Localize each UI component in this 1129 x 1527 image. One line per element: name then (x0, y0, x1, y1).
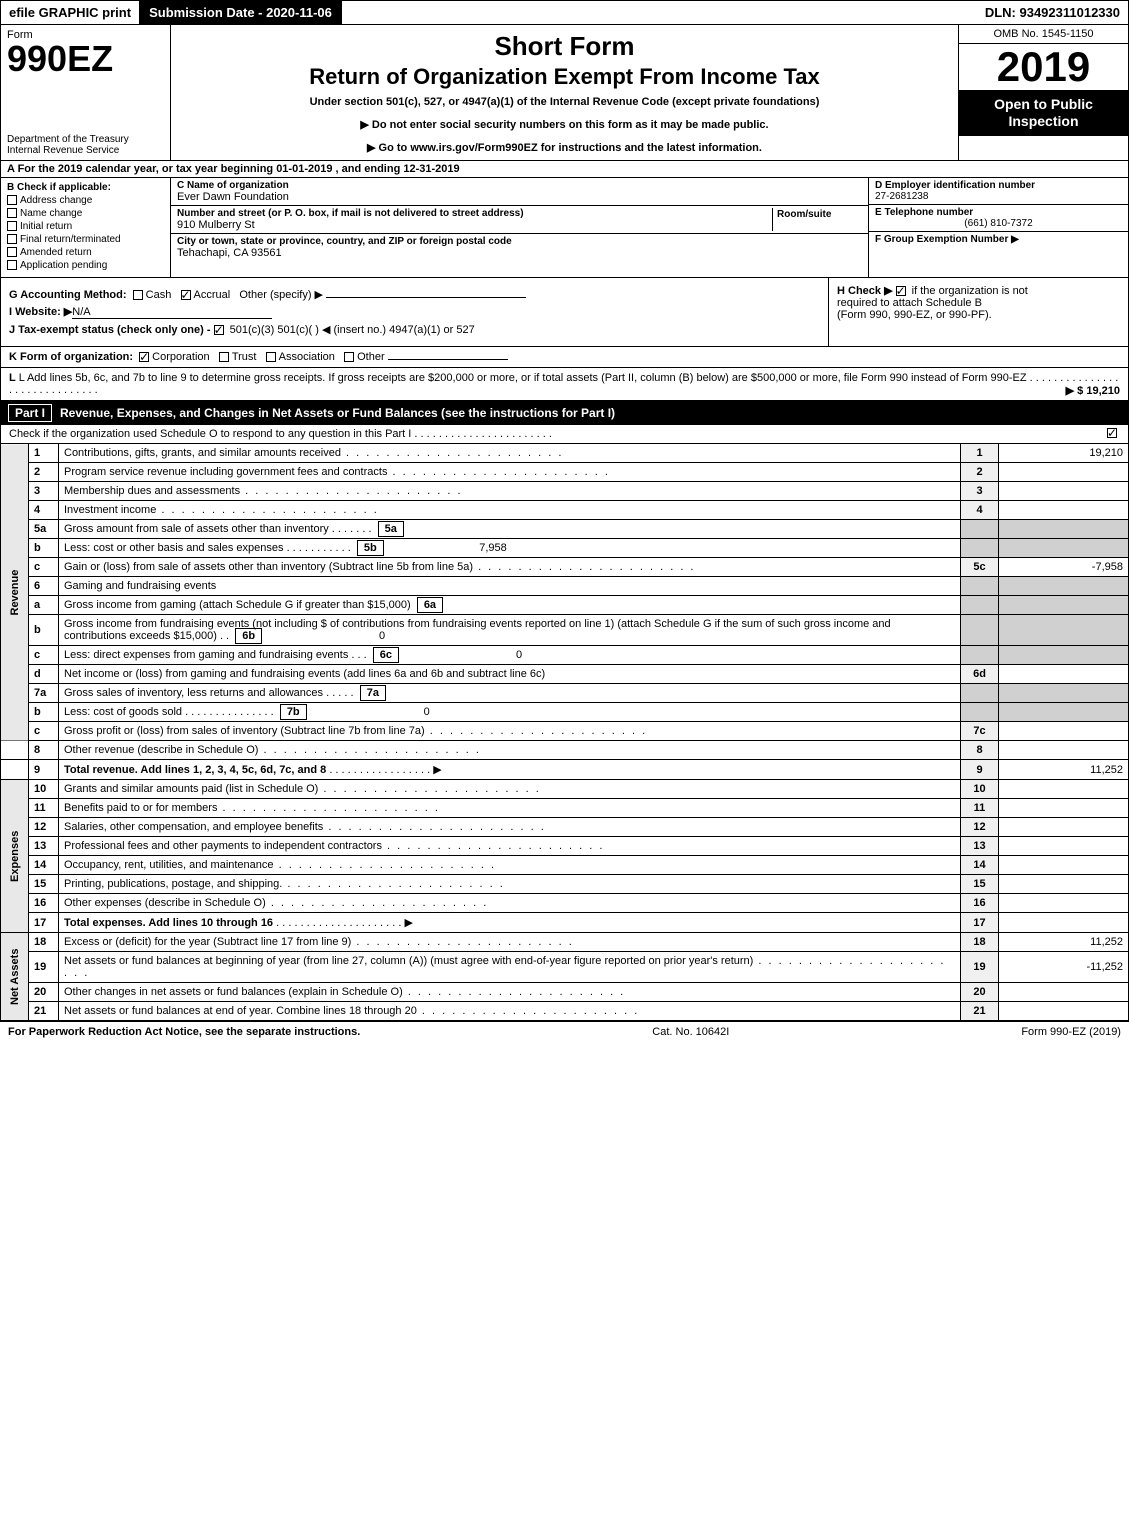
g-accounting: G Accounting Method: Cash Accrual Other … (9, 288, 820, 301)
org-name: Ever Dawn Foundation (177, 191, 862, 203)
org-street: 910 Mulberry St (177, 219, 772, 231)
footer-catno: Cat. No. 10642I (652, 1026, 729, 1038)
c-street-label: Number and street (or P. O. box, if mail… (177, 208, 772, 219)
lines-table: Revenue 1Contributions, gifts, grants, a… (0, 444, 1129, 1021)
tax-year: 2019 (959, 44, 1128, 90)
department: Department of the Treasury Internal Reve… (7, 134, 164, 156)
footer: For Paperwork Reduction Act Notice, see … (0, 1021, 1129, 1042)
line-7b-val: 0 (310, 706, 430, 718)
line-19-val: -11,252 (999, 952, 1129, 983)
row-a-tax-year: A For the 2019 calendar year, or tax yea… (0, 161, 1129, 178)
f-group-label: F Group Exemption Number ▶ (875, 234, 1122, 245)
d-ein-label: D Employer identification number (875, 180, 1122, 191)
side-expenses: Expenses (1, 780, 29, 933)
org-city: Tehachapi, CA 93561 (177, 247, 862, 259)
c-city-label: City or town, state or province, country… (177, 236, 862, 247)
footer-left: For Paperwork Reduction Act Notice, see … (8, 1026, 360, 1038)
efile-label: efile GRAPHIC print (1, 1, 139, 24)
chk-final[interactable]: Final return/terminated (7, 234, 164, 245)
h-check: H Check ▶ if the organization is not req… (828, 278, 1128, 346)
row-g-h-i-j: G Accounting Method: Cash Accrual Other … (0, 278, 1129, 347)
part-1-sub: Check if the organization used Schedule … (0, 425, 1129, 444)
chk-pending[interactable]: Application pending (7, 260, 164, 271)
footer-form: Form 990-EZ (2019) (1021, 1026, 1121, 1038)
dln: DLN: 93492311012330 (977, 1, 1128, 24)
chk-initial[interactable]: Initial return (7, 221, 164, 232)
omb-number: OMB No. 1545-1150 (959, 25, 1128, 44)
instructions-link[interactable]: ▶ Go to www.irs.gov/Form990EZ for instru… (179, 141, 950, 154)
row-l: L L Add lines 5b, 6c, and 7b to line 9 t… (0, 368, 1129, 401)
block-b-c-d: B Check if applicable: Address change Na… (0, 178, 1129, 278)
submission-date: Submission Date - 2020-11-06 (139, 1, 342, 24)
form-number: 990EZ (7, 41, 164, 77)
short-form-title: Short Form (179, 31, 950, 62)
under-section: Under section 501(c), 527, or 4947(a)(1)… (179, 96, 950, 108)
i-website: I Website: ▶N/A (9, 305, 820, 319)
col-b-checkboxes: B Check if applicable: Address change Na… (1, 178, 171, 277)
e-phone-label: E Telephone number (875, 207, 1122, 218)
row-k: K Form of organization: Corporation Trus… (0, 347, 1129, 368)
line-5c-val: -7,958 (999, 558, 1129, 577)
side-revenue: Revenue (1, 444, 29, 741)
chk-amended[interactable]: Amended return (7, 247, 164, 258)
return-title: Return of Organization Exempt From Incom… (179, 64, 950, 90)
line-1-val: 19,210 (999, 444, 1129, 463)
part-1-header: Part I Revenue, Expenses, and Changes in… (0, 401, 1129, 425)
open-public-badge: Open to Public Inspection (959, 90, 1128, 136)
chk-address[interactable]: Address change (7, 195, 164, 206)
chk-name[interactable]: Name change (7, 208, 164, 219)
topbar: efile GRAPHIC print Submission Date - 20… (0, 0, 1129, 25)
ssn-warning: ▶ Do not enter social security numbers o… (179, 118, 950, 131)
col-d-e-f: D Employer identification number 27-2681… (868, 178, 1128, 277)
e-phone: (661) 810-7372 (875, 218, 1122, 229)
line-9-val: 11,252 (999, 760, 1129, 780)
form-header: Form 990EZ Department of the Treasury In… (0, 25, 1129, 161)
j-tax-status: J Tax-exempt status (check only one) - 5… (9, 323, 820, 336)
col-c-org: C Name of organization Ever Dawn Foundat… (171, 178, 868, 277)
side-net-assets: Net Assets (1, 933, 29, 1021)
l-gross-receipts: ▶ $ 19,210 (1066, 384, 1120, 397)
c-name-label: C Name of organization (177, 180, 862, 191)
d-ein: 27-2681238 (875, 191, 1122, 202)
line-5b-val: 7,958 (387, 542, 507, 554)
room-label: Room/suite (777, 209, 831, 220)
line-18-val: 11,252 (999, 933, 1129, 952)
line-6b-val: 0 (265, 630, 385, 642)
line-6c-val: 0 (402, 649, 522, 661)
b-header: B Check if applicable: (7, 182, 164, 193)
